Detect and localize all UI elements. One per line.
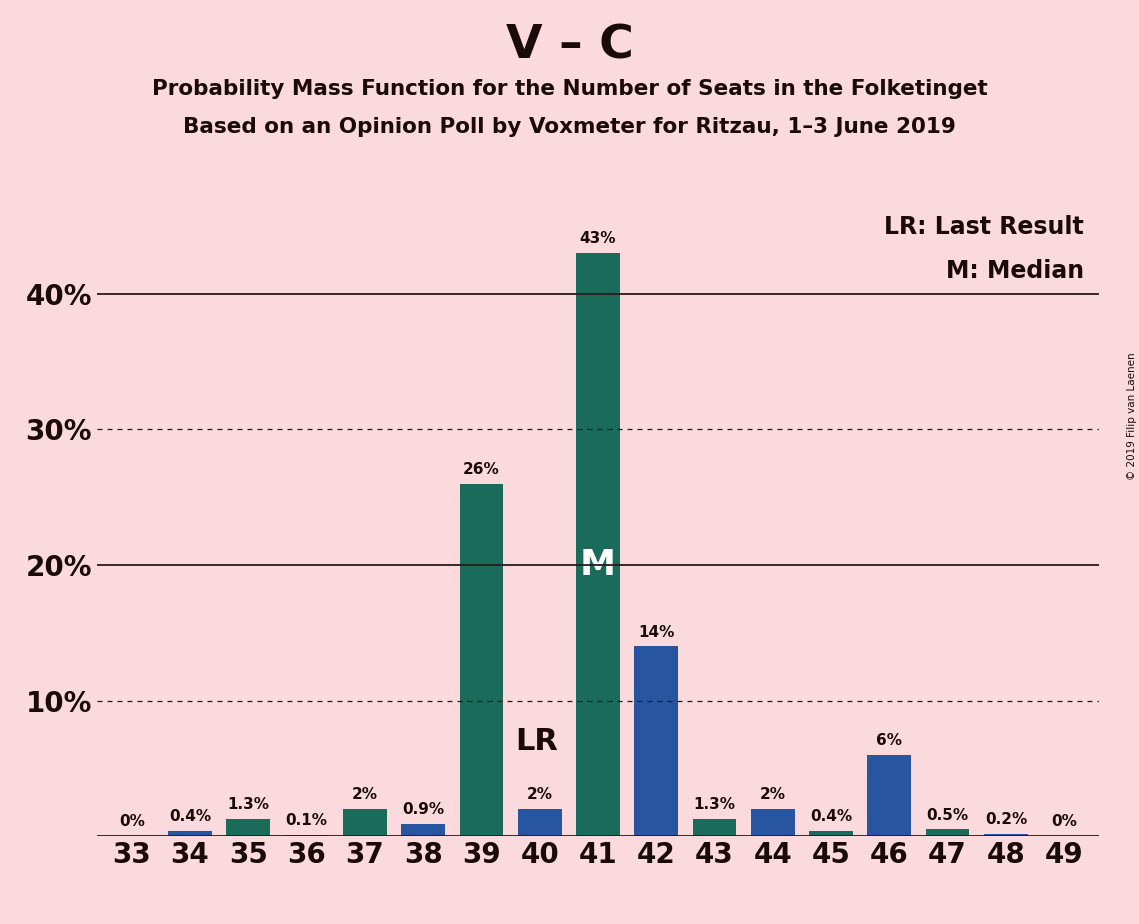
Text: 0.9%: 0.9% — [402, 802, 444, 817]
Text: Probability Mass Function for the Number of Seats in the Folketinget: Probability Mass Function for the Number… — [151, 79, 988, 99]
Text: 2%: 2% — [352, 787, 378, 802]
Text: 26%: 26% — [464, 462, 500, 477]
Bar — [169, 831, 212, 836]
Text: 0%: 0% — [1051, 814, 1077, 830]
Text: LR: Last Result: LR: Last Result — [884, 214, 1084, 238]
Text: V – C: V – C — [506, 23, 633, 68]
Text: © 2019 Filip van Laenen: © 2019 Filip van Laenen — [1126, 352, 1137, 480]
Bar — [693, 819, 737, 836]
Bar — [926, 830, 969, 836]
Bar — [984, 833, 1027, 836]
Text: 0%: 0% — [118, 814, 145, 830]
Bar — [751, 809, 795, 836]
Text: 0.1%: 0.1% — [286, 813, 328, 828]
Bar — [518, 809, 562, 836]
Text: 43%: 43% — [580, 231, 616, 246]
Text: M: Median: M: Median — [947, 260, 1084, 284]
Bar — [576, 253, 620, 836]
Text: 14%: 14% — [638, 625, 674, 639]
Text: 0.4%: 0.4% — [169, 809, 211, 824]
Text: 0.2%: 0.2% — [985, 811, 1027, 827]
Bar — [285, 835, 328, 836]
Text: LR: LR — [515, 727, 558, 756]
Text: 0.5%: 0.5% — [926, 808, 968, 822]
Bar — [343, 809, 387, 836]
Text: 2%: 2% — [526, 787, 552, 802]
Bar — [634, 646, 678, 836]
Text: Based on an Opinion Poll by Voxmeter for Ritzau, 1–3 June 2019: Based on an Opinion Poll by Voxmeter for… — [183, 117, 956, 138]
Text: 0.4%: 0.4% — [810, 809, 852, 824]
Text: 6%: 6% — [876, 733, 902, 748]
Bar — [809, 831, 853, 836]
Bar — [227, 819, 270, 836]
Bar — [459, 483, 503, 836]
Bar — [868, 755, 911, 836]
Text: M: M — [580, 548, 616, 582]
Bar — [401, 824, 445, 836]
Text: 1.3%: 1.3% — [694, 796, 736, 812]
Text: 2%: 2% — [760, 787, 786, 802]
Text: 1.3%: 1.3% — [228, 796, 269, 812]
